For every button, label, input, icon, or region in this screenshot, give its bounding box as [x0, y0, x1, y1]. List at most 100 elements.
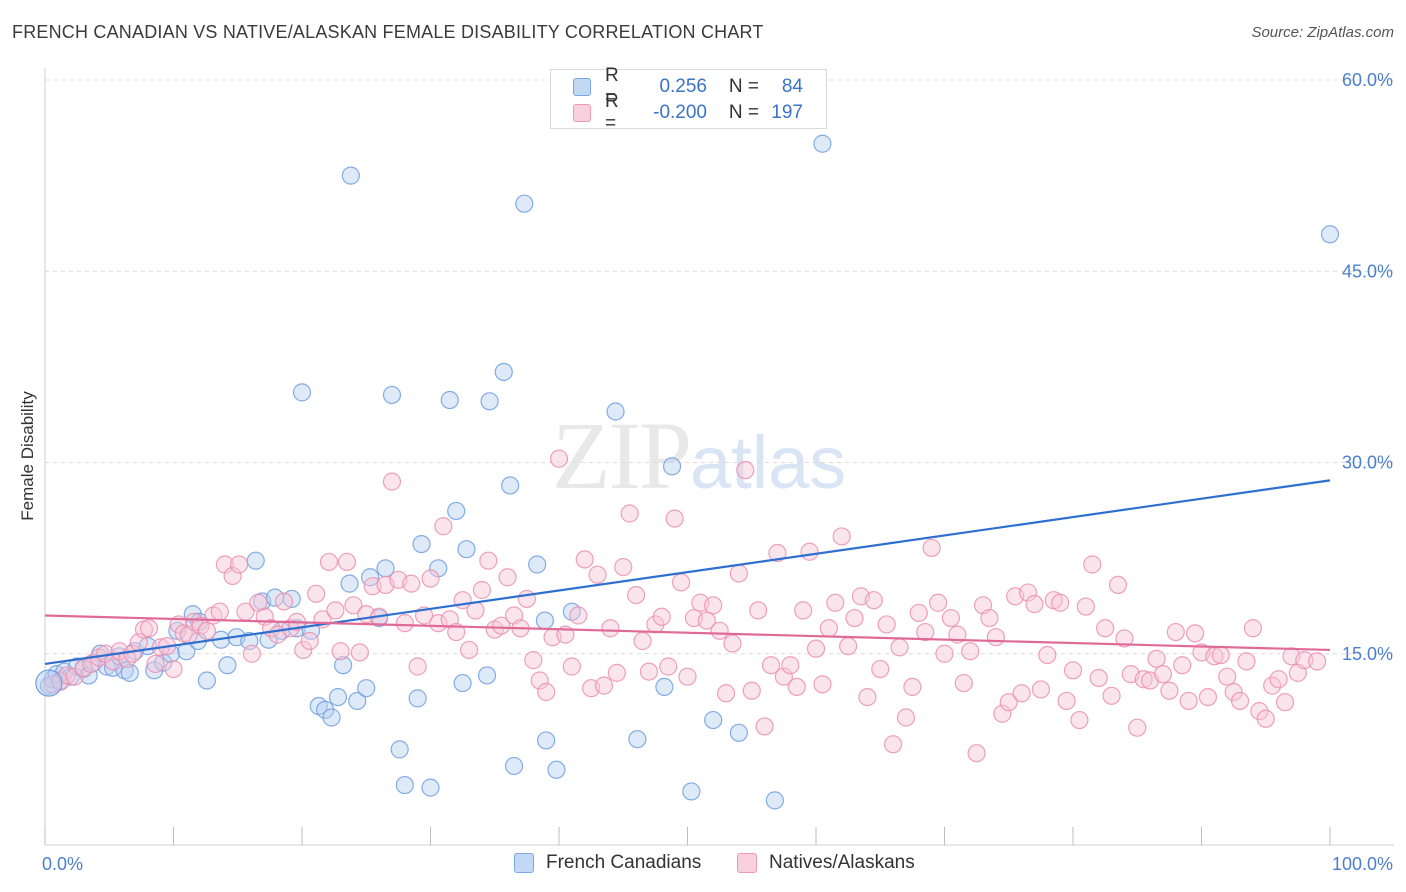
native-alaskan-point	[671, 573, 691, 592]
native-alaskan-point	[274, 592, 294, 611]
native-alaskan-point	[1185, 624, 1205, 643]
native-alaskan-point	[986, 628, 1006, 647]
native-alaskan-point	[813, 675, 832, 694]
native-alaskan-point	[890, 638, 909, 657]
native-alaskan-point	[1153, 665, 1173, 684]
legend-r-label: R =	[605, 65, 619, 108]
native-alaskan-point	[530, 671, 549, 690]
native-alaskan-point	[395, 614, 414, 633]
native-alaskan-point	[594, 676, 614, 695]
french-canadian-point	[421, 778, 440, 797]
y-tick-label: 45.0%	[1342, 261, 1393, 281]
native-alaskan-point	[319, 552, 339, 572]
native-alaskan-point	[845, 608, 864, 628]
native-alaskan-point	[421, 569, 440, 588]
native-alaskan-point	[588, 565, 607, 584]
french-canadian-point	[729, 723, 749, 742]
french-canadian-point	[682, 782, 701, 801]
legend-swatch-pink	[737, 853, 757, 873]
native-alaskan-point	[742, 681, 761, 700]
native-alaskan-point	[1295, 651, 1314, 670]
native-alaskan-point	[1243, 619, 1263, 638]
native-alaskan-point	[864, 591, 883, 610]
x-tick-label-min: 0.0%	[42, 854, 83, 874]
native-alaskan-point	[164, 659, 183, 679]
native-alaskan-point	[652, 607, 671, 626]
native-alaskan-point	[1173, 656, 1192, 675]
french-canadian-point	[477, 666, 497, 685]
native-alaskan-point	[826, 593, 845, 612]
french-canadian-point	[537, 731, 556, 750]
french-canadian-point	[480, 392, 499, 411]
french-canadian-point	[1320, 225, 1340, 244]
legend-swatch-blue	[514, 853, 534, 873]
native-alaskan-point	[242, 644, 261, 663]
native-alaskan-point	[1160, 681, 1179, 700]
native-alaskan-point	[492, 616, 511, 635]
native-alaskan-point	[363, 577, 382, 596]
native-alaskan-point	[1218, 667, 1237, 686]
watermark-zip: ZIP	[552, 402, 692, 509]
french-canadian-point	[341, 166, 360, 185]
french-canadian-point	[765, 791, 784, 810]
native-alaskan-point	[575, 550, 594, 569]
native-alaskan-point	[768, 543, 787, 563]
french-canadian-point	[606, 402, 625, 421]
french-canadian-point	[453, 673, 472, 693]
native-alaskan-point	[326, 601, 345, 620]
native-alaskan-point	[909, 603, 928, 623]
french-canadian-point	[494, 362, 513, 382]
legend-swatch-blue	[573, 78, 591, 96]
native-alaskan-point	[697, 611, 716, 630]
french-canadian-cluster-point	[35, 669, 63, 697]
french-canadian-point	[547, 760, 566, 779]
native-alaskan-point	[1031, 680, 1050, 699]
native-alaskan-trend-line	[44, 614, 1331, 652]
legend-swatch-pink	[573, 104, 591, 122]
french-canadian-trend-line	[44, 479, 1331, 666]
native-alaskan-point	[1237, 652, 1256, 671]
native-alaskan-point	[1198, 687, 1218, 707]
native-alaskan-point	[1230, 691, 1250, 711]
native-alaskan-point	[639, 662, 659, 681]
native-alaskan-point	[549, 449, 569, 468]
legend-n-label: N =	[728, 76, 759, 97]
native-alaskan-point	[896, 708, 916, 727]
chart-title: FRENCH CANADIAN VS NATIVE/ALASKAN FEMALE…	[12, 22, 764, 42]
native-alaskan-point	[723, 634, 742, 653]
french-canadian-point	[515, 194, 534, 213]
french-canadian-point	[429, 559, 448, 578]
native-alaskan-point	[1256, 709, 1275, 728]
native-alaskan-point	[1025, 594, 1044, 614]
legend-row-french-canadians: R = 0.256 N = 84	[573, 65, 803, 108]
native-alaskan-point	[922, 538, 941, 558]
native-alaskan-point	[1275, 693, 1295, 712]
native-alaskan-point	[1308, 652, 1327, 671]
french-canadian-point	[457, 540, 476, 559]
y-tick-label: 15.0%	[1342, 644, 1393, 664]
french-canadian-point	[395, 775, 414, 795]
french-canadian-point	[322, 708, 341, 727]
native-alaskan-point	[941, 608, 961, 628]
native-alaskan-point	[601, 619, 620, 638]
native-alaskan-point	[633, 631, 652, 651]
native-alaskan-point	[883, 735, 903, 754]
legend-n-value: 84	[781, 76, 803, 97]
french-canadian-point	[813, 134, 832, 153]
correlation-legend: R = 0.256 N = 84 R = -0.200 N = 197	[550, 65, 827, 134]
french-canadian-point	[447, 501, 466, 521]
legend-label: Natives/Alaskans	[769, 852, 915, 873]
native-alaskan-point	[562, 657, 581, 676]
native-alaskan-point	[1134, 670, 1153, 689]
native-alaskan-point	[1070, 710, 1089, 730]
native-alaskan-point	[517, 589, 536, 609]
native-alaskan-point	[104, 652, 123, 671]
native-alaskan-point	[382, 472, 402, 491]
french-canadian-point	[504, 756, 524, 776]
native-alaskan-point	[755, 717, 774, 736]
native-alaskan-point	[1128, 718, 1147, 737]
native-alaskan-point	[794, 601, 813, 620]
native-alaskan-point	[665, 509, 684, 528]
native-alaskan-point	[479, 551, 498, 570]
